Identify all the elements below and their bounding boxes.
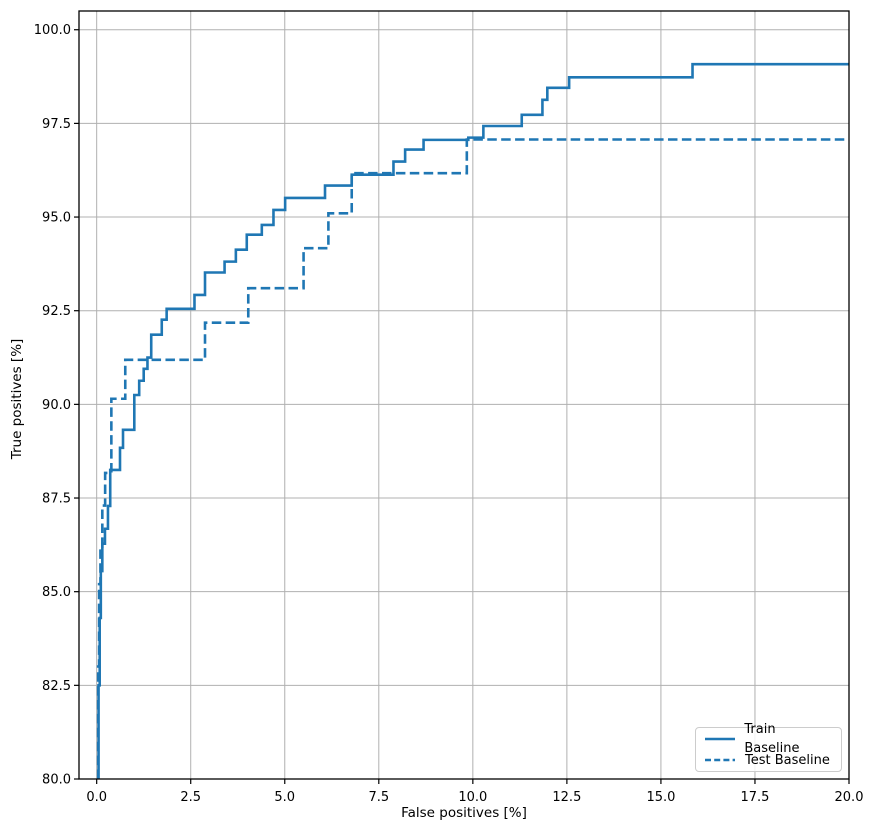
train-line-sample-icon xyxy=(705,737,735,741)
legend-label-train: Train Baseline xyxy=(744,722,800,756)
legend-label-test: Test Baseline xyxy=(745,752,830,768)
legend-item-test: Test Baseline xyxy=(704,751,833,770)
y-tick-label: 100.0 xyxy=(34,23,71,38)
x-tick-label: 17.5 xyxy=(740,790,769,805)
x-tick-label: 0.0 xyxy=(86,790,107,805)
x-tick-label: 20.0 xyxy=(835,790,864,805)
y-tick-label: 80.0 xyxy=(42,773,71,788)
y-tick-label: 87.5 xyxy=(42,492,71,507)
plot-spines xyxy=(78,10,850,780)
x-tick-label: 2.5 xyxy=(180,790,201,805)
x-tick-label: 12.5 xyxy=(552,790,581,805)
y-tick-label: 92.5 xyxy=(42,304,71,319)
y-axis-label: True positives [%] xyxy=(9,338,25,460)
legend-item-train: Train Baseline xyxy=(704,722,833,756)
y-tick-label: 95.0 xyxy=(42,211,71,226)
test-line-sample-icon xyxy=(705,758,735,762)
x-tick-label: 10.0 xyxy=(458,790,487,805)
legend: Train Baseline Test Baseline xyxy=(695,722,842,772)
y-tick-label: 97.5 xyxy=(42,117,71,132)
y-tick-label: 90.0 xyxy=(42,398,71,413)
test-baseline-curve xyxy=(96,138,849,779)
train-baseline-curve xyxy=(97,62,849,779)
x-axis-label: False positives [%] xyxy=(401,805,527,821)
x-tick-label: 15.0 xyxy=(646,790,675,805)
y-tick-label: 85.0 xyxy=(42,585,71,600)
y-tick-label: 82.5 xyxy=(42,679,71,694)
x-tick-label: 7.5 xyxy=(368,790,389,805)
x-tick-label: 5.0 xyxy=(274,790,295,805)
